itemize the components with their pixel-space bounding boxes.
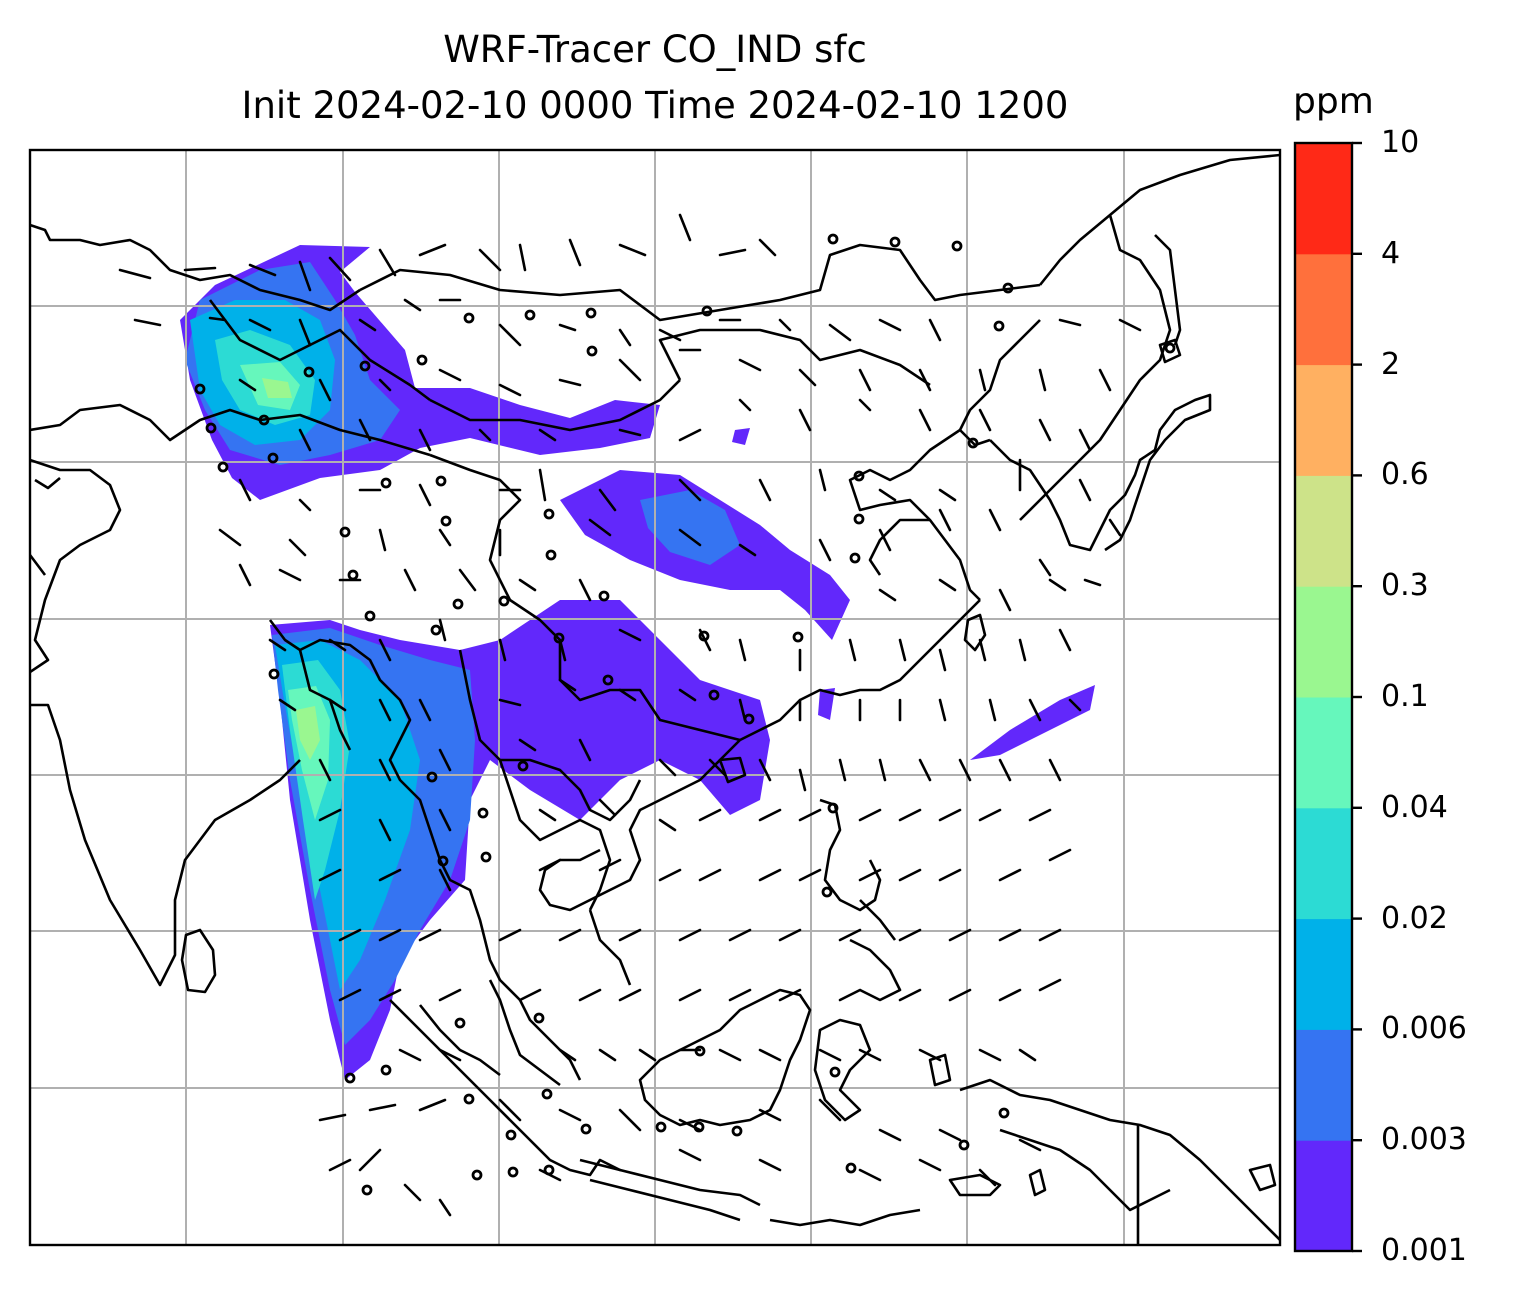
colorbar-segment xyxy=(1295,253,1352,366)
colorbar-segment xyxy=(1295,586,1352,698)
colorbar xyxy=(1293,141,1362,1253)
map-title-line2: Init 2024-02-10 0000 Time 2024-02-10 120… xyxy=(241,84,1069,127)
plume-small-1 xyxy=(732,428,750,445)
map-frame xyxy=(28,148,1282,1247)
colorbar-segment xyxy=(1295,807,1352,920)
colorbar-segment xyxy=(1295,1140,1352,1252)
colorbar-tick-label: 0.6 xyxy=(1381,457,1429,493)
plume-south-peak xyxy=(296,706,320,760)
colorbar-segment xyxy=(1295,697,1352,809)
colorbar-tick-label: 10 xyxy=(1381,125,1420,160)
colorbar-unit-label: ppm xyxy=(1293,81,1374,122)
colorbar-tick-label: 0.3 xyxy=(1381,568,1429,604)
plume-small-2 xyxy=(818,688,835,720)
colorbar-segment xyxy=(1295,475,1352,587)
colorbar-tick-label: 0.006 xyxy=(1381,1011,1467,1047)
tracer-plumes xyxy=(180,245,1095,1080)
colorbar-tick-label: 0.04 xyxy=(1381,789,1448,825)
colorbar-segment xyxy=(1295,364,1352,476)
plume-east-streak xyxy=(970,685,1095,760)
colorbar-tick-label: 0.1 xyxy=(1381,679,1429,714)
colorbar-segment xyxy=(1295,918,1352,1030)
colorbar-segment xyxy=(1295,143,1352,255)
colorbar-tick-label: 0.003 xyxy=(1381,1122,1467,1158)
coastlines xyxy=(30,153,1280,1245)
colorbar-segment xyxy=(1295,1029,1352,1141)
gridlines xyxy=(30,150,1280,1245)
plume-central-inner xyxy=(640,490,740,565)
colorbar-tick-label: 0.001 xyxy=(1381,1233,1467,1268)
colorbar-tick-label: 0.02 xyxy=(1381,900,1448,936)
colorbar-tick-label: 2 xyxy=(1381,346,1401,382)
map-title-line1: WRF-Tracer CO_IND sfc xyxy=(443,28,867,71)
colorbar-tick-label: 4 xyxy=(1381,235,1401,271)
calm-wind-circles xyxy=(194,233,1176,1196)
plume-north-max xyxy=(262,378,292,398)
